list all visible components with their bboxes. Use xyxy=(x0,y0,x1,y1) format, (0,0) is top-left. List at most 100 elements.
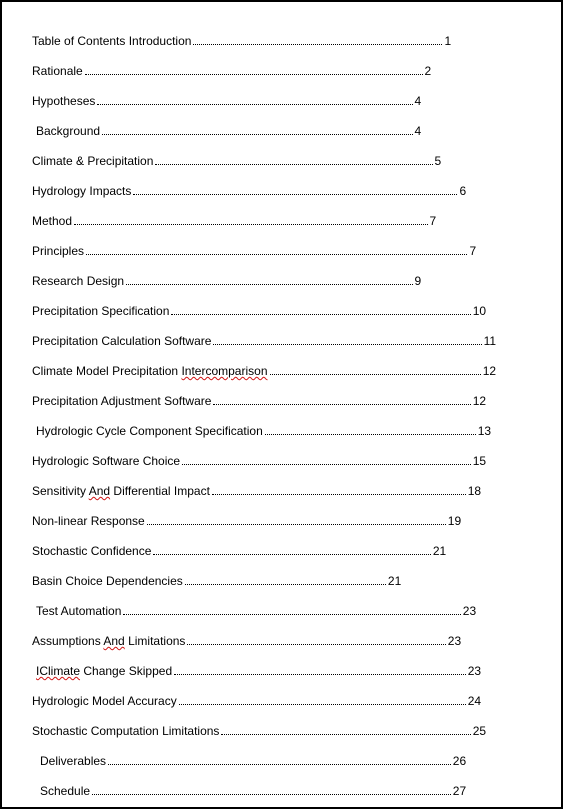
toc-leader-dots xyxy=(153,554,430,555)
toc-entry-page: 4 xyxy=(415,124,422,138)
toc-entry-label: Hydrologic Model Accuracy xyxy=(32,694,177,708)
toc-entry-label: Hydrologic Cycle Component Specification xyxy=(36,424,263,438)
toc-entry-label: Table of Contents Introduction xyxy=(32,34,191,48)
toc-leader-dots xyxy=(212,494,466,495)
toc-entry-page: 5 xyxy=(435,154,442,168)
toc-leader-dots xyxy=(92,794,451,795)
toc-leader-dots xyxy=(123,614,460,615)
toc-entry: Schedule 27 xyxy=(32,784,531,798)
toc-leader-dots xyxy=(108,764,451,765)
toc-leader-dots xyxy=(102,134,413,135)
toc-entry-page: 18 xyxy=(468,484,481,498)
toc-entry-label: Research Design xyxy=(32,274,124,288)
toc-leader-dots xyxy=(85,74,423,75)
toc-entry: Hydrology Impacts 6 xyxy=(32,184,531,198)
toc-entry-page: 27 xyxy=(453,784,466,798)
spellcheck-squiggle: And xyxy=(89,484,110,498)
toc-entry-page: 7 xyxy=(469,244,476,258)
toc-entry: Stochastic Computation Limitations 25 xyxy=(32,724,531,738)
toc-leader-dots xyxy=(171,314,470,315)
toc-entry: Hydrologic Model Accuracy 24 xyxy=(32,694,531,708)
toc-entry: Research Design 9 xyxy=(32,274,531,288)
toc-entry-label: Hydrologic Software Choice xyxy=(32,454,180,468)
toc-entry-page: 26 xyxy=(453,754,466,768)
toc-entry-label: Sensitivity And Differential Impact xyxy=(32,484,210,498)
toc-entry-page: 1 xyxy=(444,34,451,48)
spellcheck-squiggle: Intercomparison xyxy=(181,364,267,378)
toc-entry-label: Basin Choice Dependencies xyxy=(32,574,183,588)
toc-entry-label: Rationale xyxy=(32,64,83,78)
toc-entry: Non-linear Response 19 xyxy=(32,514,531,528)
toc-entry-page: 2 xyxy=(425,64,432,78)
toc-entry: Principles 7 xyxy=(32,244,531,258)
toc-entry: Background 4 xyxy=(32,124,531,138)
toc-leader-dots xyxy=(86,254,467,255)
toc-leader-dots xyxy=(265,434,476,435)
toc-entry-page: 4 xyxy=(415,94,422,108)
toc-entry: Climate Model Precipitation Intercompari… xyxy=(32,364,531,378)
toc-entry-page: 13 xyxy=(478,424,491,438)
toc-entry-label: Assumptions And Limitations xyxy=(32,634,185,648)
toc-entry: Hypotheses4 xyxy=(32,94,531,108)
toc-entry-page: 21 xyxy=(433,544,446,558)
spellcheck-squiggle: And xyxy=(103,634,124,648)
toc-entry-label: Precipitation Adjustment Software xyxy=(32,394,211,408)
toc-entry-page: 21 xyxy=(388,574,401,588)
toc-entry-page: 12 xyxy=(473,394,486,408)
toc-entry-label: Precipitation Specification xyxy=(32,304,169,318)
toc-entry-page: 23 xyxy=(468,664,481,678)
toc-entry-page: 19 xyxy=(448,514,461,528)
toc-entry-label: Principles xyxy=(32,244,84,258)
toc-entry-page: 23 xyxy=(448,634,461,648)
toc-entry-label: Climate Model Precipitation Intercompari… xyxy=(32,364,268,378)
toc-entry-label: Deliverables xyxy=(40,754,106,768)
toc-entry-page: 24 xyxy=(468,694,481,708)
toc-entry: Test Automation 23 xyxy=(32,604,531,618)
toc-leader-dots xyxy=(147,524,446,525)
toc-entry-label: Schedule xyxy=(40,784,90,798)
toc-entry: Method 7 xyxy=(32,214,531,228)
toc-leader-dots xyxy=(179,704,466,705)
toc-leader-dots xyxy=(193,44,442,45)
toc-entry: Sensitivity And Differential Impact 18 xyxy=(32,484,531,498)
toc-leader-dots xyxy=(133,194,457,195)
toc-entry-label: Test Automation xyxy=(36,604,121,618)
toc-leader-dots xyxy=(97,104,412,105)
toc-list: Table of Contents Introduction 1 Rationale… xyxy=(32,34,531,798)
toc-entry-page: 9 xyxy=(415,274,422,288)
toc-entry: Assumptions And Limitations 23 xyxy=(32,634,531,648)
toc-entry-page: 10 xyxy=(473,304,486,318)
toc-leader-dots xyxy=(221,734,470,735)
toc-leader-dots xyxy=(74,224,427,225)
toc-entry-page: 12 xyxy=(483,364,496,378)
toc-leader-dots xyxy=(270,374,481,375)
toc-entry: Hydrologic Software Choice 15 xyxy=(32,454,531,468)
toc-entry-page: 23 xyxy=(463,604,476,618)
toc-entry-label: Background xyxy=(36,124,100,138)
toc-leader-dots xyxy=(182,464,471,465)
toc-leader-dots xyxy=(174,674,466,675)
toc-entry: IClimate Change Skipped 23 xyxy=(32,664,531,678)
toc-entry-label: Climate & Precipitation xyxy=(32,154,153,168)
toc-entry-label: IClimate Change Skipped xyxy=(36,664,172,678)
toc-entry: Basin Choice Dependencies 21 xyxy=(32,574,531,588)
spellcheck-squiggle: IClimate xyxy=(36,664,80,678)
toc-leader-dots xyxy=(155,164,432,165)
toc-entry: Hydrologic Cycle Component Specification… xyxy=(32,424,531,438)
toc-entry-label: Stochastic Confidence xyxy=(32,544,151,558)
toc-entry: Climate & Precipitation 5 xyxy=(32,154,531,168)
toc-entry: Precipitation Specification 10 xyxy=(32,304,531,318)
toc-entry-page: 15 xyxy=(473,454,486,468)
toc-entry-label: Method xyxy=(32,214,72,228)
toc-entry-label: Hydrology Impacts xyxy=(32,184,131,198)
toc-entry: Deliverables 26 xyxy=(32,754,531,768)
toc-page: Table of Contents Introduction 1 Rationale… xyxy=(0,0,563,809)
toc-entry: Precipitation Calculation Software 11 xyxy=(32,334,531,348)
toc-entry-page: 7 xyxy=(430,214,437,228)
toc-leader-dots xyxy=(185,584,386,585)
toc-entry: Precipitation Adjustment Software 12 xyxy=(32,394,531,408)
toc-leader-dots xyxy=(126,284,413,285)
toc-entry: Rationale 2 xyxy=(32,64,531,78)
toc-entry-label: Precipitation Calculation Software xyxy=(32,334,211,348)
toc-leader-dots xyxy=(213,404,470,405)
